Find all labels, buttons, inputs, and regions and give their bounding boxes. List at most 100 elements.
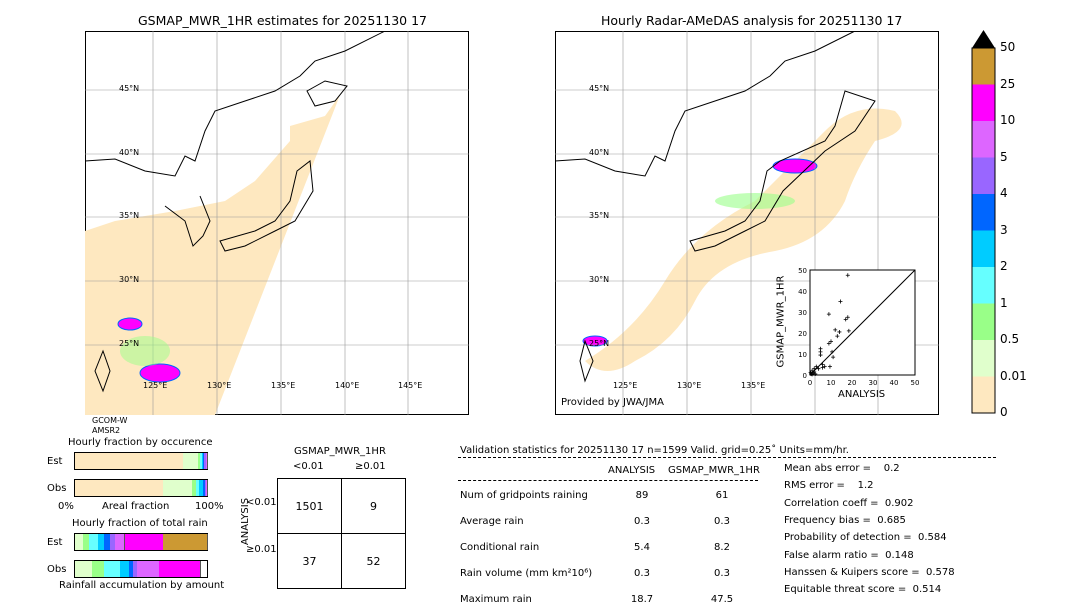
scatter-point	[822, 364, 827, 369]
stats-gsmap-value: 0.3	[714, 568, 730, 579]
stats-analysis-value: 89	[635, 490, 649, 501]
stats-col-gsmap: GSMAP_MWR_1HR	[668, 465, 760, 476]
colorbar-label: 25	[1000, 76, 1016, 91]
scatter-point	[843, 317, 848, 322]
scatter-xlabel: ANALYSIS	[838, 389, 886, 400]
bar-segment	[75, 453, 184, 469]
left-map	[85, 31, 469, 415]
colorbar-segment	[972, 48, 995, 85]
scatter-point	[808, 370, 813, 375]
lat-label: 45°N	[589, 84, 610, 93]
stats-row-label: Rain volume (mm km²10⁶)	[460, 568, 593, 579]
occurrence-obs-bar	[74, 479, 208, 497]
scatter-ytick: 50	[798, 267, 807, 275]
lon-label: 140°E	[335, 381, 360, 390]
bar-segment	[104, 561, 121, 577]
bar-segment	[75, 561, 94, 577]
scatter-xtick: 10	[827, 379, 836, 387]
bar-segment	[205, 453, 208, 469]
scatter-xtick: 20	[848, 379, 857, 387]
colorbar-segment	[972, 157, 995, 194]
ct-cell: 9	[341, 478, 406, 534]
scatter-point	[838, 299, 843, 304]
scatter-xtick: 50	[911, 379, 920, 387]
divider	[458, 480, 758, 481]
right-map-title: Hourly Radar-AMeDAS analysis for 2025113…	[601, 13, 903, 28]
score-line: Mean abs error = 0.2	[784, 463, 900, 474]
stats-gsmap-value: 8.2	[714, 542, 730, 553]
ct-cell: 37	[277, 533, 342, 589]
scatter-point	[846, 328, 851, 333]
scatter-ytick: 40	[798, 288, 807, 296]
bar-segment	[137, 561, 161, 577]
colorbar	[971, 30, 996, 414]
scatter-point	[812, 369, 817, 374]
bar-segment	[75, 480, 165, 496]
scatter-point	[816, 366, 821, 371]
stats-gsmap-value: 0.3	[714, 516, 730, 527]
total-rain-title: Hourly fraction of total rain	[72, 518, 208, 529]
lon-label: 135°E	[741, 381, 766, 390]
occ-x-max: 100%	[195, 501, 224, 512]
lon-label: 130°E	[207, 381, 232, 390]
scatter-point	[813, 371, 818, 376]
stats-gsmap-value: 47.5	[710, 594, 734, 605]
colorbar-segment	[972, 303, 995, 340]
total-rain-obs-bar	[74, 560, 208, 578]
occ-obs-label: Obs	[47, 483, 67, 494]
lat-label: 25°N	[589, 339, 610, 348]
scatter-ytick: 30	[798, 309, 807, 317]
score-line: Hanssen & Kuipers score = 0.578	[784, 566, 955, 578]
score-line: RMS error = 1.2	[784, 480, 874, 492]
occ-est-label: Est	[47, 456, 63, 467]
ct-col-title: GSMAP_MWR_1HR	[294, 446, 386, 457]
data-credit: Provided by JWA/JMA	[561, 397, 664, 408]
tr-xlabel: Rainfall accumulation by amount	[59, 580, 225, 591]
occurrence-est-bar	[74, 452, 208, 470]
ct-cell: 1501	[277, 478, 342, 534]
lat-label: 35°N	[589, 211, 610, 220]
colorbar-segment	[972, 340, 995, 377]
stats-analysis-value: 18.7	[630, 594, 654, 605]
stats-analysis-value: 0.3	[634, 516, 650, 527]
colorbar-extend-arrow	[972, 30, 995, 48]
ct-row-label-0: <0.01	[246, 497, 277, 508]
scatter-ytick: 10	[798, 351, 807, 359]
bar-segment	[124, 534, 165, 550]
scatter-point	[830, 349, 835, 354]
stats-gsmap-value: 61	[715, 490, 729, 501]
colorbar-label: 0	[1000, 405, 1008, 419]
lat-label: 30°N	[589, 275, 610, 284]
colorbar-segment	[972, 194, 995, 231]
lat-label: 40°N	[589, 148, 610, 157]
scatter-inset: 00 10 10 20 20 30 30 40 40 50 50	[798, 267, 920, 387]
occurrence-title: Hourly fraction by occurence	[68, 437, 213, 448]
colorbar-label: 0.5	[1000, 332, 1020, 346]
scatter-point	[835, 334, 840, 339]
bar-segment	[206, 480, 208, 496]
scatter-point	[814, 364, 819, 369]
lon-label: 125°E	[613, 381, 638, 390]
scatter-xtick: 30	[869, 379, 878, 387]
divider	[458, 457, 996, 458]
occ-xlabel: Areal fraction	[102, 501, 170, 512]
score-line: Probability of detection = 0.584	[784, 532, 947, 544]
colorbar-label: 2	[1000, 259, 1008, 273]
scatter-ylabel: GSMAP_MWR_1HR	[775, 275, 787, 368]
colorbar-segment	[972, 376, 995, 413]
lat-label: 35°N	[119, 211, 140, 220]
tr-obs-label: Obs	[47, 564, 67, 575]
colorbar-label: 0.01	[1000, 368, 1027, 383]
colorbar-label: 10	[1000, 113, 1016, 127]
score-line: Frequency bias = 0.685	[784, 514, 906, 526]
stats-header: Validation statistics for 20251130 17 n=…	[460, 445, 849, 456]
left-map-title: GSMAP_MWR_1HR estimates for 20251130 17	[138, 13, 427, 28]
scatter-point	[826, 341, 831, 346]
scatter-ytick: 20	[798, 330, 807, 338]
lon-label: 145°E	[398, 381, 423, 390]
one-to-one-line	[809, 269, 916, 376]
lon-label: 135°E	[271, 381, 296, 390]
score-line: Correlation coeff = 0.902	[784, 497, 914, 509]
stats-analysis-value: 5.4	[634, 542, 650, 553]
colorbar-segment	[972, 121, 995, 158]
